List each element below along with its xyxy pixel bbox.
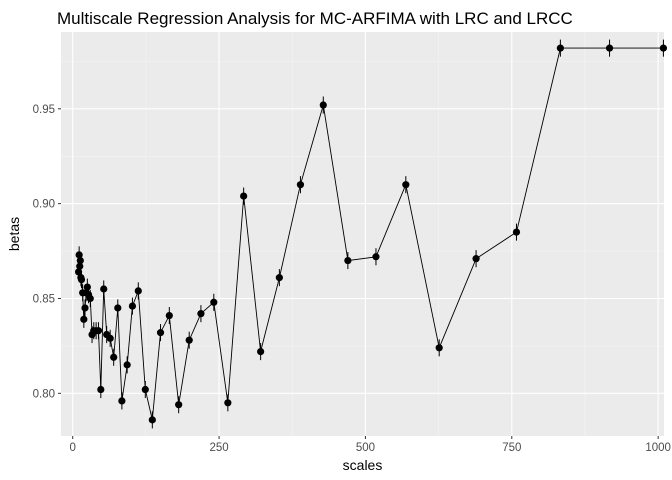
- x-axis-title: scales: [343, 457, 383, 473]
- y-tick-label: 0.95: [33, 104, 55, 116]
- data-point: [123, 361, 131, 369]
- y-tick-label: 0.80: [33, 388, 55, 400]
- data-point: [197, 310, 205, 318]
- x-tick-label: 250: [209, 442, 228, 454]
- y-axis: 0.80 0.85 0.90 0.95: [33, 104, 61, 400]
- data-point: [81, 304, 89, 312]
- data-point: [175, 401, 183, 409]
- data-point: [372, 253, 380, 261]
- data-point: [257, 347, 265, 356]
- series-layer: [74, 39, 668, 429]
- data-point: [319, 101, 327, 109]
- grid-major: [61, 32, 664, 436]
- data-point: [275, 274, 283, 282]
- y-tick-label: 0.85: [33, 293, 55, 305]
- data-point: [556, 44, 564, 52]
- data-point: [100, 285, 108, 293]
- data-point: [114, 304, 122, 312]
- data-point: [659, 44, 668, 52]
- data-point: [106, 334, 114, 342]
- x-tick-label: 1000: [645, 442, 671, 454]
- data-point: [118, 397, 126, 405]
- x-tick-label: 0: [70, 442, 76, 454]
- data-point: [134, 287, 142, 295]
- x-axis: 0 250 500 750 1000: [70, 436, 671, 454]
- data-point: [240, 192, 248, 200]
- y-tick-label: 0.90: [33, 199, 55, 211]
- x-tick-label: 750: [502, 442, 521, 454]
- data-point: [210, 298, 218, 306]
- data-point: [148, 416, 156, 424]
- data-point: [141, 385, 149, 394]
- data-point: [296, 181, 305, 189]
- data-point: [185, 336, 193, 344]
- data-point: [165, 311, 173, 320]
- data-point: [435, 344, 443, 352]
- data-point: [94, 327, 103, 335]
- data-point: [344, 256, 352, 265]
- grid-minor: [61, 32, 664, 436]
- data-point: [512, 228, 521, 236]
- x-tick-label: 500: [356, 442, 375, 454]
- data-point: [80, 315, 88, 323]
- data-point: [76, 256, 84, 265]
- data-point: [74, 268, 83, 276]
- data-point: [97, 385, 105, 394]
- plot-panel: [61, 32, 664, 436]
- data-point: [128, 302, 137, 310]
- data-point: [86, 294, 94, 303]
- data-point: [76, 262, 84, 270]
- data-point: [83, 283, 91, 291]
- data-point: [472, 255, 480, 263]
- data-point: [77, 275, 86, 284]
- data-point: [156, 329, 165, 337]
- data-point: [224, 399, 232, 407]
- chart-title: Multiscale Regression Analysis for MC-AR…: [57, 9, 573, 28]
- data-point: [605, 44, 614, 52]
- data-point: [402, 181, 410, 189]
- data-point: [110, 353, 118, 361]
- data-point: [75, 251, 83, 259]
- y-axis-title: betas: [6, 217, 22, 251]
